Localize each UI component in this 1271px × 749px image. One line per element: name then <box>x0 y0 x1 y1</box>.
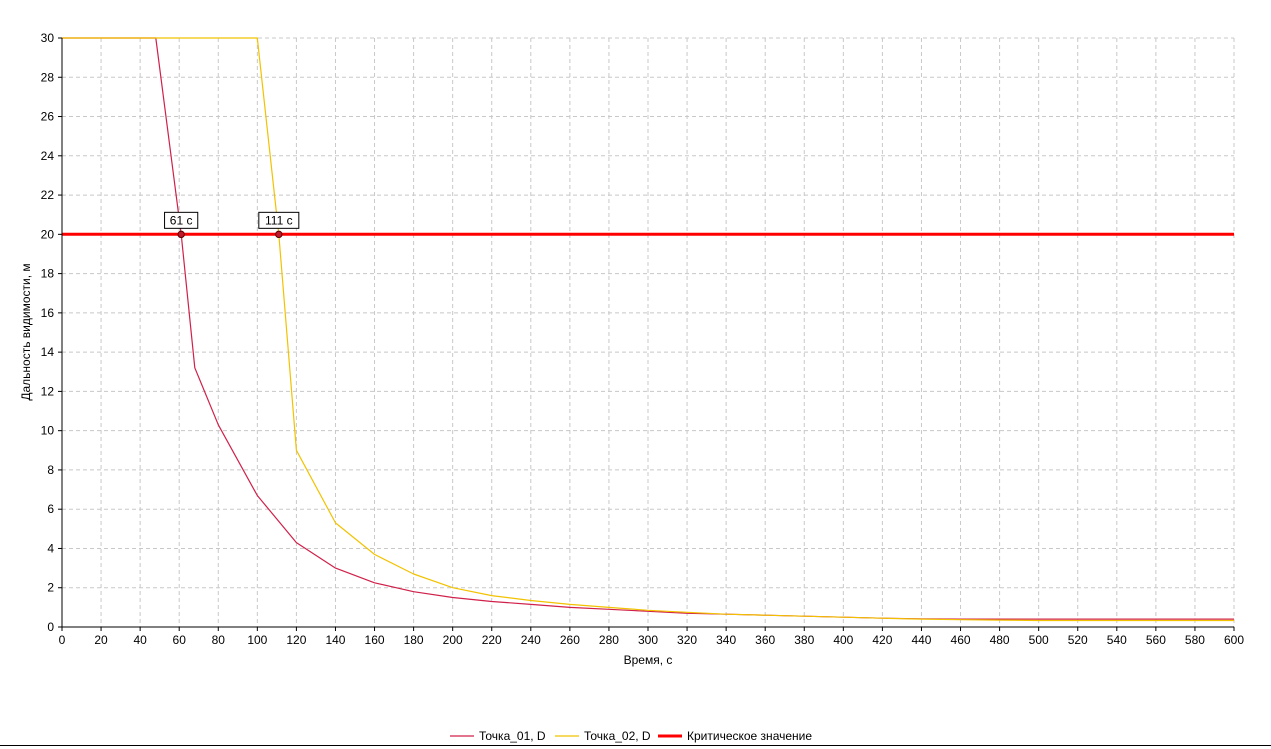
x-tick-label: 140 <box>325 633 345 647</box>
y-tick-label: 14 <box>41 345 55 359</box>
y-tick-label: 10 <box>41 424 55 438</box>
x-tick-label: 80 <box>212 633 226 647</box>
bottom-divider <box>0 745 1271 746</box>
x-tick-label: 460 <box>951 633 971 647</box>
y-tick-label: 30 <box>41 31 55 45</box>
x-tick-label: 340 <box>716 633 736 647</box>
y-tick-label: 2 <box>47 581 54 595</box>
x-tick-label: 420 <box>872 633 892 647</box>
legend-label-3: Критическое значение <box>687 729 812 743</box>
x-tick-label: 240 <box>521 633 541 647</box>
y-tick-label: 20 <box>41 227 55 241</box>
x-tick-label: 360 <box>755 633 775 647</box>
y-tick-label: 26 <box>41 110 55 124</box>
legend-label-2: Точка_02, D <box>584 729 651 743</box>
x-tick-label: 380 <box>794 633 814 647</box>
x-tick-label: 280 <box>599 633 619 647</box>
annotation-marker <box>275 230 283 239</box>
y-tick-label: 22 <box>41 188 55 202</box>
x-tick-label: 300 <box>638 633 658 647</box>
legend[interactable]: Точка_01, D Точка_02, D Критическое значен… <box>450 729 812 743</box>
annotation-label: 111 с <box>265 213 293 227</box>
x-tick-label: 40 <box>133 633 147 647</box>
x-tick-label: 400 <box>833 633 853 647</box>
y-tick-label: 0 <box>47 620 54 634</box>
series-line-2 <box>62 37 1234 622</box>
y-tick-label: 12 <box>41 384 55 398</box>
x-tick-label: 540 <box>1107 633 1127 647</box>
x-tick-label: 500 <box>1029 633 1049 647</box>
y-axis-title: Дальность видимости, м <box>19 263 33 400</box>
y-tick-label: 8 <box>47 463 54 477</box>
x-tick-label: 180 <box>404 633 424 647</box>
x-tick-label: 580 <box>1185 633 1205 647</box>
annotation-marker <box>177 230 185 239</box>
annotation-box <box>164 211 199 229</box>
annotation-box <box>258 211 300 229</box>
x-tick-label: 160 <box>365 633 385 647</box>
axes: 0 20 40 60 80 100 120 140 160 180 200 220 240 260 280 3… <box>41 31 1245 647</box>
y-tick-label: 6 <box>47 502 54 516</box>
x-tick-label: 440 <box>911 633 931 647</box>
x-tick-label: 520 <box>1068 633 1088 647</box>
x-tick-label: 60 <box>173 633 187 647</box>
x-axis-title: Время, с <box>624 653 673 667</box>
x-tick-label: 200 <box>443 633 463 647</box>
x-tick-label: 320 <box>677 633 697 647</box>
x-tick-label: 560 <box>1146 633 1166 647</box>
grid <box>62 37 1235 627</box>
y-tick-label: 4 <box>47 541 54 555</box>
y-tick-label: 18 <box>41 267 55 281</box>
x-tick-label: 0 <box>59 633 66 647</box>
y-tick-label: 28 <box>41 70 55 84</box>
annotation-label: 61 с <box>170 213 193 227</box>
x-tick-label: 20 <box>94 633 108 647</box>
x-tick-label: 600 <box>1224 633 1244 647</box>
x-tick-label: 100 <box>247 633 267 647</box>
x-tick-label: 480 <box>990 633 1010 647</box>
x-tick-label: 220 <box>482 633 502 647</box>
legend-label-1: Точка_01, D <box>479 729 546 743</box>
x-tick-label: 260 <box>560 633 580 647</box>
annotations: 61 с 111 с <box>164 211 300 239</box>
x-tick-label: 120 <box>286 633 306 647</box>
y-tick-label: 16 <box>41 306 55 320</box>
y-tick-label: 24 <box>41 149 55 163</box>
series-layer <box>62 37 1234 622</box>
